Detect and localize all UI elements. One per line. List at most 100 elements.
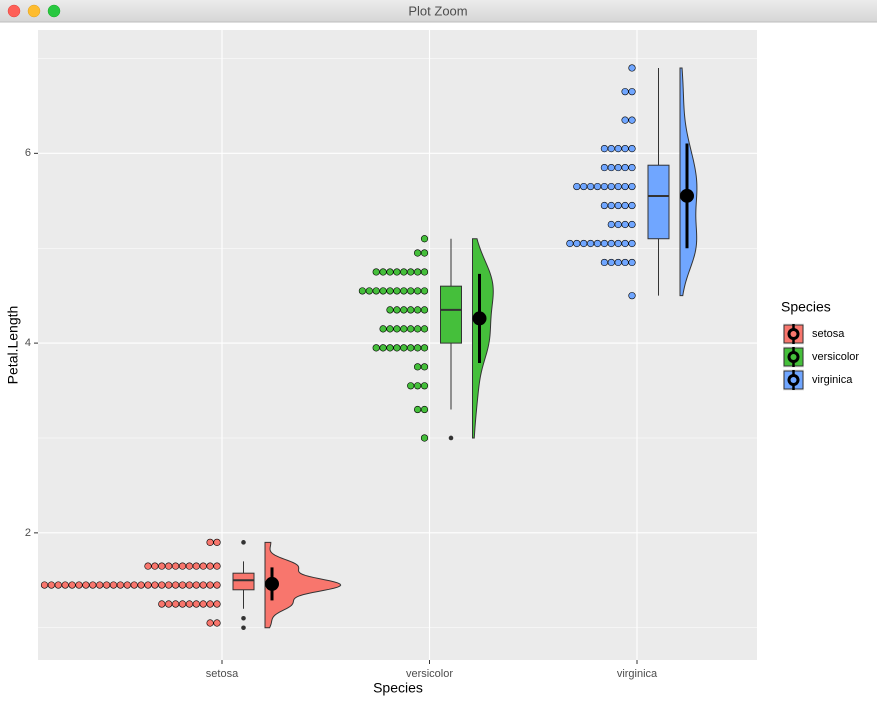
- close-button[interactable]: [7, 4, 21, 18]
- dot: [414, 363, 422, 371]
- dot: [151, 581, 159, 589]
- dot: [621, 88, 629, 96]
- dot: [379, 344, 387, 352]
- dot: [386, 287, 394, 295]
- dot: [151, 562, 159, 570]
- dot: [414, 287, 422, 295]
- dot: [206, 600, 214, 608]
- dot: [178, 581, 187, 589]
- dot: [393, 306, 401, 314]
- y-axis-title: Petal.Length: [5, 306, 21, 385]
- dot: [206, 538, 214, 546]
- dot: [600, 144, 609, 153]
- legend-key-inner: [790, 331, 797, 337]
- dot: [420, 249, 429, 257]
- dot: [593, 182, 602, 191]
- dot: [628, 220, 636, 229]
- x-axis-title: Species: [373, 680, 423, 696]
- dot: [586, 182, 595, 191]
- dot: [400, 268, 408, 276]
- dot: [580, 239, 588, 248]
- legend-label: virginica: [812, 374, 853, 386]
- dot: [213, 600, 221, 608]
- dot: [614, 201, 622, 210]
- dot: [573, 182, 581, 191]
- box: [440, 285, 462, 344]
- dot: [400, 344, 408, 352]
- dot: [165, 581, 173, 589]
- dot: [372, 268, 380, 276]
- dot: [628, 116, 636, 124]
- y-tick-label: 4: [25, 337, 31, 349]
- dot: [586, 239, 595, 248]
- dot: [393, 344, 401, 352]
- dot: [213, 619, 221, 627]
- dot: [386, 306, 394, 314]
- dot: [407, 325, 415, 333]
- dot: [213, 581, 221, 589]
- dot: [414, 344, 422, 352]
- dot: [158, 562, 166, 570]
- dot: [178, 562, 187, 570]
- dot: [400, 325, 408, 333]
- dot: [372, 287, 380, 295]
- dot: [123, 581, 131, 589]
- dot: [607, 239, 615, 248]
- dot: [192, 562, 200, 570]
- dot: [600, 201, 609, 210]
- dot: [144, 581, 152, 589]
- dot: [372, 344, 380, 352]
- dot: [158, 581, 166, 589]
- dot: [607, 182, 615, 191]
- dot: [165, 562, 173, 570]
- dot: [386, 268, 394, 276]
- dot: [628, 64, 636, 72]
- dot: [614, 163, 622, 172]
- x-tick-label: setosa: [206, 668, 239, 680]
- dot: [420, 325, 429, 333]
- legend-label: versicolor: [812, 351, 859, 363]
- minimize-button[interactable]: [27, 4, 41, 18]
- legend-key-inner: [790, 377, 797, 383]
- dot: [109, 581, 118, 589]
- dot: [116, 581, 124, 589]
- y-tick-label: 6: [25, 147, 31, 159]
- dot: [407, 268, 415, 276]
- box: [232, 572, 255, 591]
- dot: [580, 182, 588, 191]
- dot: [607, 201, 615, 210]
- dot: [420, 268, 429, 276]
- dot: [165, 600, 173, 608]
- dot: [75, 581, 83, 589]
- dot: [414, 249, 422, 257]
- dot: [420, 287, 429, 295]
- y-tick-label: 2: [25, 527, 31, 539]
- dot: [593, 239, 602, 248]
- dot: [393, 287, 401, 295]
- dot: [566, 239, 574, 248]
- dot: [393, 268, 401, 276]
- window-title: Plot Zoom: [408, 3, 467, 18]
- violin: [472, 238, 494, 439]
- x-tick-label: virginica: [617, 668, 658, 680]
- dot: [621, 258, 629, 267]
- dot: [407, 287, 415, 295]
- dot: [47, 581, 56, 589]
- dot: [420, 434, 429, 442]
- dot: [185, 600, 193, 608]
- dot: [621, 116, 629, 124]
- dot: [414, 382, 422, 390]
- title-bar: [0, 0, 877, 22]
- dot: [414, 268, 422, 276]
- dot: [614, 258, 622, 267]
- dot: [379, 268, 387, 276]
- outlier: [241, 615, 246, 621]
- dot: [137, 581, 145, 589]
- dot: [600, 163, 609, 172]
- dot: [621, 201, 629, 210]
- dot: [82, 581, 90, 589]
- dot: [102, 581, 111, 589]
- plot: 2 4 6 setosa versicolor virginica setosa versic…: [25, 30, 859, 680]
- zoom-button[interactable]: [47, 4, 61, 18]
